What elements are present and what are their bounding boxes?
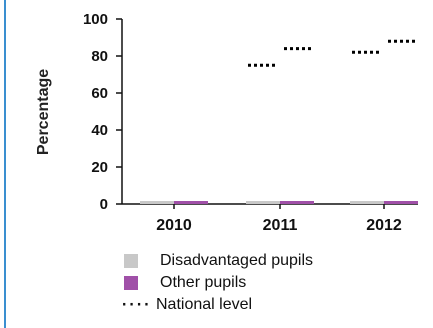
legend: Disadvantaged pupils Other pupils ···· N… xyxy=(120,250,424,316)
legend-label-national: National level xyxy=(156,296,253,313)
legend-item-other: Other pupils xyxy=(124,272,424,294)
y-tick-label-0: 0 xyxy=(100,196,108,213)
bar-disadvantaged-2012 xyxy=(350,201,384,204)
legend-item-disadvantaged: Disadvantaged pupils xyxy=(124,250,424,272)
bar-other-2010 xyxy=(174,201,208,204)
legend-swatch-disadvantaged xyxy=(124,254,138,268)
bar-other-2012 xyxy=(384,201,418,204)
bar-disadvantaged-2011 xyxy=(246,201,280,204)
legend-label-disadvantaged: Disadvantaged pupils xyxy=(160,252,313,269)
bar-other-2011 xyxy=(280,201,314,204)
y-tick-label-20: 20 xyxy=(91,159,108,176)
legend-item-national: ···· National level xyxy=(120,294,424,316)
bar-disadvantaged-2010 xyxy=(140,201,174,204)
y-tick-label-60: 60 xyxy=(91,85,108,102)
legend-dots-national: ···· xyxy=(120,297,151,313)
y-tick-label-100: 100 xyxy=(83,11,108,28)
legend-label-other: Other pupils xyxy=(160,274,247,291)
y-tick-label-80: 80 xyxy=(91,48,108,65)
x-tick-label-2011: 2011 xyxy=(263,217,298,234)
x-tick-label-2010: 2010 xyxy=(156,217,192,234)
y-axis-title: Percentage xyxy=(35,69,52,155)
y-tick-label-40: 40 xyxy=(91,122,108,139)
x-tick-label-2012: 2012 xyxy=(366,217,402,234)
plot-area: 0 20 40 60 80 100 2010 2011 2012 xyxy=(83,11,418,234)
legend-swatch-other xyxy=(124,276,138,290)
